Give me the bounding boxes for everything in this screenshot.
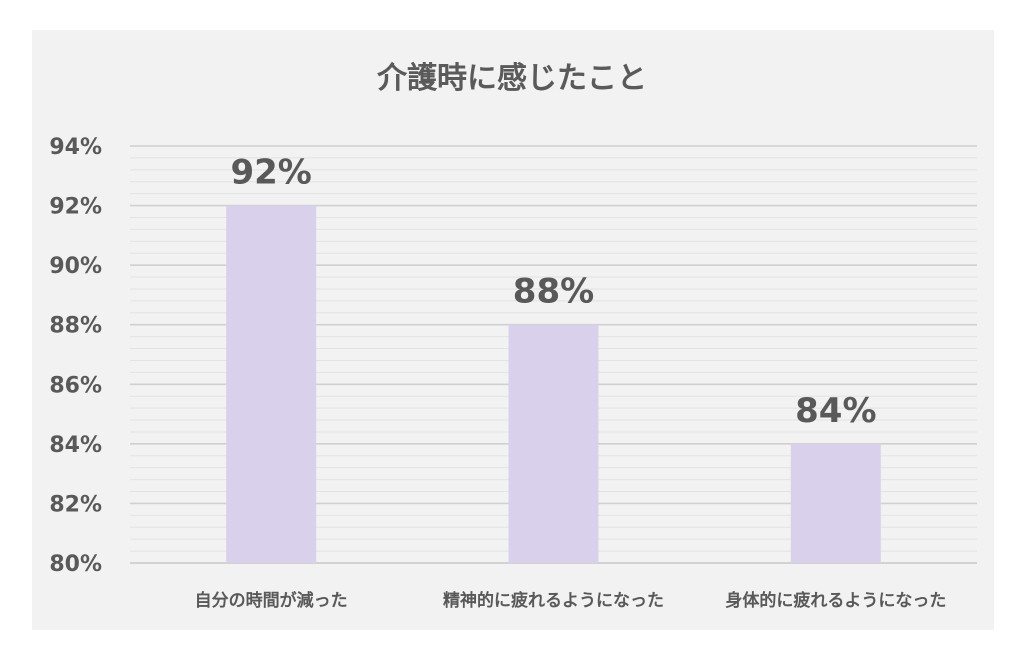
bars	[226, 205, 881, 564]
x-tick-label: 精神的に疲れるようになった	[443, 590, 664, 611]
y-tick-label: 82%	[49, 492, 102, 517]
data-label: 92%	[230, 153, 311, 193]
bar	[226, 205, 317, 564]
data-label: 84%	[795, 391, 876, 431]
y-tick-label: 80%	[49, 552, 102, 577]
chart-title: 介護時に感じたこと	[376, 61, 647, 96]
y-axis: 80% 82% 84% 86% 88% 90% 92% 94%	[49, 135, 102, 577]
data-labels: 92% 88% 84%	[230, 153, 876, 431]
data-label: 88%	[513, 272, 594, 312]
x-tick-label: 自分の時間が減った	[195, 590, 348, 611]
y-tick-label: 84%	[49, 433, 102, 458]
x-axis: 自分の時間が減った 精神的に疲れるようになった 身体的に疲れるようになった	[195, 590, 947, 611]
bar	[508, 324, 599, 563]
y-tick-label: 90%	[49, 254, 102, 279]
y-tick-label: 86%	[49, 373, 102, 398]
y-tick-label: 92%	[49, 195, 102, 220]
y-tick-label: 88%	[49, 314, 102, 339]
y-tick-label: 94%	[49, 135, 102, 160]
x-tick-label: 身体的に疲れるようになった	[725, 590, 946, 611]
bar	[790, 443, 881, 563]
